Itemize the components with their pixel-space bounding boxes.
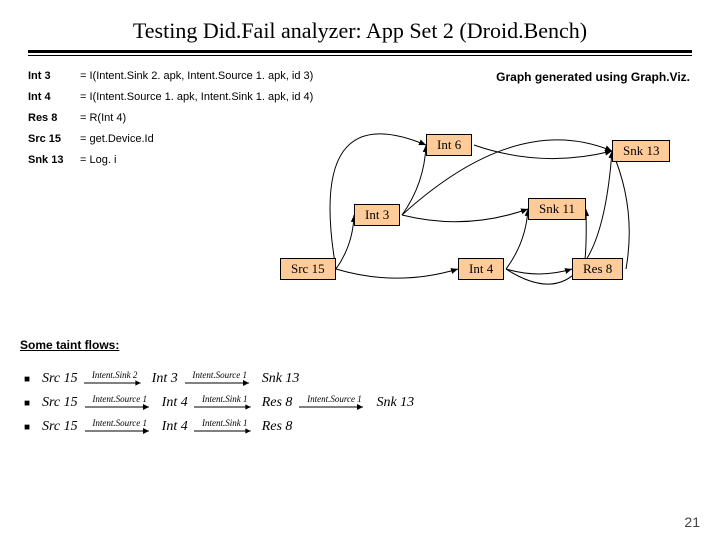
- definition-value: = get.Device.Id: [80, 129, 154, 150]
- edge-Src15-Int6: [330, 134, 426, 269]
- page-number: 21: [684, 514, 700, 530]
- edge-Int4-Res8: [506, 269, 572, 274]
- flow-row: ■ Src 15 Intent.Source 1 Int 4 Intent.Sink 1…: [24, 418, 414, 436]
- slide-title: Testing Did.Fail analyzer: App Set 2 (Dr…: [28, 18, 692, 44]
- graph-diagram: Int 6 Snk 13 Int 3 Snk 11 Src 15 Int 4 Res 8: [230, 96, 700, 296]
- rule-thin: [28, 55, 692, 56]
- flow-row: ■ Src 15 Intent.Sink 2 Int 3 Intent.Source 1…: [24, 370, 414, 388]
- flow-arrow: Intent.Source 1: [84, 394, 156, 412]
- flows-heading: Some taint flows:: [20, 338, 119, 352]
- bullet-icon: ■: [24, 422, 38, 433]
- edge-Int3-Snk11: [402, 209, 528, 222]
- rule-thick: [28, 50, 692, 53]
- bullet-icon: ■: [24, 398, 38, 409]
- definition-value: = Log. i: [80, 150, 116, 171]
- flow-node: Int 4: [162, 419, 188, 435]
- graph-node-snk11: Snk 11: [528, 198, 586, 220]
- flow-arrow: Intent.Sink 1: [194, 418, 256, 436]
- graph-node-snk13: Snk 13: [612, 140, 670, 162]
- definition-key: Int 3: [28, 66, 80, 87]
- definition-key: Snk 13: [28, 150, 80, 171]
- flow-node: Snk 13: [262, 371, 300, 387]
- flow-node: Int 4: [162, 395, 188, 411]
- graph-subtitle: Graph generated using Graph.Viz.: [496, 70, 690, 84]
- flow-arrow: Intent.Source 1: [298, 394, 370, 412]
- definition-key: Src 15: [28, 129, 80, 150]
- graph-node-src15: Src 15: [280, 258, 336, 280]
- flow-node: Res 8: [262, 419, 293, 435]
- flow-node: Src 15: [42, 395, 78, 411]
- definition-key: Res 8: [28, 108, 80, 129]
- definition-key: Int 4: [28, 87, 80, 108]
- flow-arrow: Intent.Sink 1: [194, 394, 256, 412]
- flow-node: Res 8: [262, 395, 293, 411]
- graph-node-res8: Res 8: [572, 258, 623, 280]
- flow-arrow: Intent.Source 1: [84, 418, 156, 436]
- flow-arrow: Intent.Source 1: [184, 370, 256, 388]
- graph-node-int4: Int 4: [458, 258, 504, 280]
- graph-node-int6: Int 6: [426, 134, 472, 156]
- flow-arrow: Intent.Sink 2: [84, 370, 146, 388]
- flow-node: Src 15: [42, 419, 78, 435]
- edge-Src15-Int4: [336, 269, 458, 278]
- bullet-icon: ■: [24, 374, 38, 385]
- flow-node: Int 3: [152, 371, 178, 387]
- edge-Res8-Snk13: [612, 151, 629, 269]
- edge-Src15-Int3: [336, 215, 354, 269]
- edge-Int4-Snk11: [506, 209, 528, 269]
- graph-node-int3: Int 3: [354, 204, 400, 226]
- taint-flows: ■ Src 15 Intent.Sink 2 Int 3 Intent.Source 1…: [24, 364, 414, 442]
- definition-value: = I(Intent.Sink 2. apk, Intent.Source 1.…: [80, 66, 313, 87]
- flow-node: Src 15: [42, 371, 78, 387]
- edge-Int6-Snk13: [474, 145, 612, 159]
- flow-row: ■ Src 15 Intent.Source 1 Int 4 Intent.Sink 1…: [24, 394, 414, 412]
- definition-value: = R(Int 4): [80, 108, 126, 129]
- flow-node: Snk 13: [376, 395, 414, 411]
